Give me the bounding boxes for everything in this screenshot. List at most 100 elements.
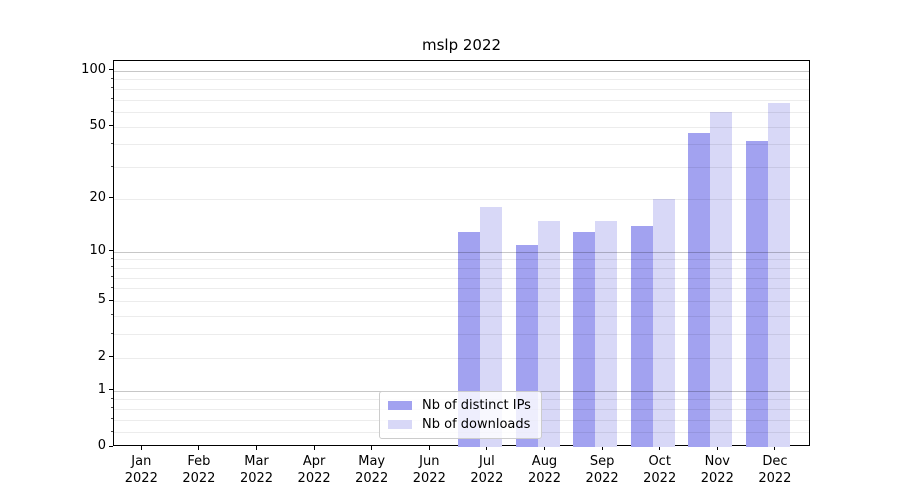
x-tick-mark xyxy=(140,446,142,450)
legend-swatch-downloads xyxy=(388,420,412,429)
year-label: 2022 xyxy=(585,471,619,486)
y-minor-tick-mark xyxy=(111,314,113,316)
y-tick-mark xyxy=(109,197,113,199)
y-minor-tick-mark xyxy=(111,430,113,432)
x-tick-mark xyxy=(544,446,545,450)
x-tick-label: Aug 2022 xyxy=(528,453,561,487)
year-label: 2022 xyxy=(758,471,792,486)
y-tick-mark xyxy=(109,125,113,127)
x-tick-label: Sep 2022 xyxy=(586,453,619,487)
y-tick-label: 10 xyxy=(89,242,106,258)
month-label: Jan xyxy=(131,454,152,469)
legend: Nb of distinct IPs Nb of downloads xyxy=(379,391,542,439)
x-tick-mark xyxy=(428,446,430,450)
x-tick-label: Jan 2022 xyxy=(125,453,158,487)
bar-sep-distinct-ips xyxy=(573,231,596,447)
legend-label-distinct-ips: Nb of distinct IPs xyxy=(422,398,531,413)
y-tick-mark xyxy=(109,250,113,252)
y-minor-tick-mark xyxy=(111,87,113,89)
bar-dec-distinct-ips xyxy=(745,140,768,447)
month-label: Dec xyxy=(762,454,788,469)
x-tick-mark xyxy=(774,446,776,450)
year-label: 2022 xyxy=(700,471,734,486)
year-label: 2022 xyxy=(527,471,562,486)
y-minor-tick-mark xyxy=(111,332,113,334)
year-label: 2022 xyxy=(297,471,331,486)
bar-sep-downloads xyxy=(595,221,618,447)
x-tick-mark xyxy=(659,446,661,450)
y-minor-tick-mark xyxy=(111,98,113,100)
month-label: May xyxy=(358,454,386,469)
y-minor-tick-mark xyxy=(111,286,113,288)
month-label: Apr xyxy=(302,454,326,469)
bar-nov-distinct-ips xyxy=(688,133,711,447)
legend-label-downloads: Nb of downloads xyxy=(422,417,531,432)
plot-area: Nb of distinct IPs Nb of downloads xyxy=(113,60,810,447)
chart-title: mslp 2022 xyxy=(421,36,502,54)
x-tick-label: Nov 2022 xyxy=(701,453,734,487)
y-tick-mark xyxy=(109,445,113,447)
x-tick-mark xyxy=(313,446,315,450)
year-label: 2022 xyxy=(412,471,446,486)
y-minor-tick-mark xyxy=(111,142,113,144)
x-tick-mark xyxy=(601,446,603,450)
x-tick-mark xyxy=(198,446,200,450)
y-tick-label: 2 xyxy=(97,348,106,364)
bar-nov-downloads xyxy=(710,112,733,447)
year-label: 2022 xyxy=(239,471,274,486)
x-tick-mark xyxy=(256,446,257,450)
y-tick-label: 100 xyxy=(81,61,106,77)
month-label: Aug xyxy=(531,454,558,469)
y-tick-label: 20 xyxy=(89,189,106,205)
y-minor-tick-mark xyxy=(111,397,113,399)
year-label: 2022 xyxy=(182,471,216,486)
x-tick-label: Apr 2022 xyxy=(298,453,331,487)
x-tick-label: Jun 2022 xyxy=(413,453,446,487)
month-label: Oct xyxy=(648,454,671,469)
year-label: 2022 xyxy=(470,471,504,486)
x-tick-label: Jul 2022 xyxy=(470,453,503,487)
x-tick-label: May 2022 xyxy=(355,453,388,487)
month-label: Sep xyxy=(589,454,615,469)
legend-swatch-distinct-ips xyxy=(388,401,412,410)
y-minor-tick-mark xyxy=(111,276,113,277)
y-tick-mark xyxy=(109,69,113,71)
x-tick-label: Oct 2022 xyxy=(643,453,676,487)
y-tick-label: 50 xyxy=(89,117,106,133)
x-tick-mark xyxy=(486,446,488,450)
y-minor-tick-mark xyxy=(111,165,113,167)
month-label: Nov xyxy=(704,454,730,469)
month-label: Jun xyxy=(419,454,440,469)
bar-aug-downloads xyxy=(537,221,560,447)
month-label: Jul xyxy=(479,454,495,469)
bar-oct-downloads xyxy=(652,198,675,447)
y-tick-label: 0 xyxy=(97,438,106,453)
y-minor-tick-mark xyxy=(111,266,113,268)
y-minor-tick-mark xyxy=(111,407,113,409)
y-minor-tick-mark xyxy=(111,418,113,420)
bar-jul-downloads xyxy=(479,207,502,447)
month-label: Mar xyxy=(244,454,269,469)
x-tick-mark xyxy=(716,446,718,450)
legend-row: Nb of distinct IPs xyxy=(388,398,531,413)
x-tick-label: Feb 2022 xyxy=(182,453,215,487)
year-label: 2022 xyxy=(124,471,158,486)
y-tick-mark xyxy=(109,389,113,390)
bars-layer xyxy=(114,61,809,447)
y-minor-tick-mark xyxy=(111,110,113,112)
x-tick-mark xyxy=(371,446,373,450)
year-label: 2022 xyxy=(643,471,677,486)
y-tick-label: 5 xyxy=(97,292,106,307)
y-tick-mark xyxy=(109,356,113,357)
year-label: 2022 xyxy=(355,471,389,486)
legend-row: Nb of downloads xyxy=(388,417,531,432)
bar-oct-distinct-ips xyxy=(630,226,653,447)
x-tick-label: Dec 2022 xyxy=(758,453,791,487)
bar-dec-downloads xyxy=(767,103,790,447)
y-minor-tick-mark xyxy=(111,77,113,79)
month-label: Feb xyxy=(187,454,211,469)
y-tick-label: 1 xyxy=(97,381,106,397)
y-tick-mark xyxy=(109,299,113,301)
x-tick-label: Mar 2022 xyxy=(240,453,273,487)
